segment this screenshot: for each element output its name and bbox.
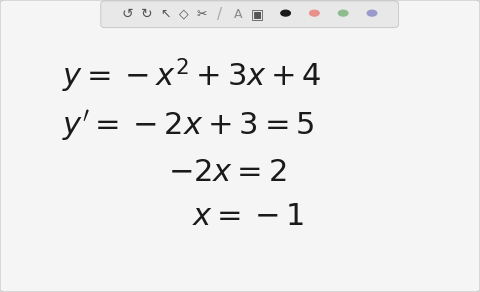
Text: ✂: ✂ — [196, 8, 207, 20]
Text: ↻: ↻ — [141, 7, 152, 21]
Text: ◇: ◇ — [179, 8, 188, 20]
Text: $x = -1$: $x = -1$ — [192, 201, 304, 231]
Text: $y = -x^2 + 3x + 4$: $y = -x^2 + 3x + 4$ — [62, 57, 322, 95]
Circle shape — [367, 10, 377, 16]
Circle shape — [281, 10, 290, 16]
Text: ↺: ↺ — [121, 7, 133, 21]
Circle shape — [338, 10, 348, 16]
FancyBboxPatch shape — [101, 1, 398, 28]
Text: $-2x = 2$: $-2x = 2$ — [168, 158, 287, 187]
Text: /: / — [217, 6, 222, 22]
Text: ▣: ▣ — [251, 7, 264, 21]
Text: $y' = -2x + 3 = 5$: $y' = -2x + 3 = 5$ — [62, 108, 315, 143]
Circle shape — [310, 10, 319, 16]
Text: A: A — [234, 8, 242, 20]
Text: ↖: ↖ — [160, 8, 171, 20]
